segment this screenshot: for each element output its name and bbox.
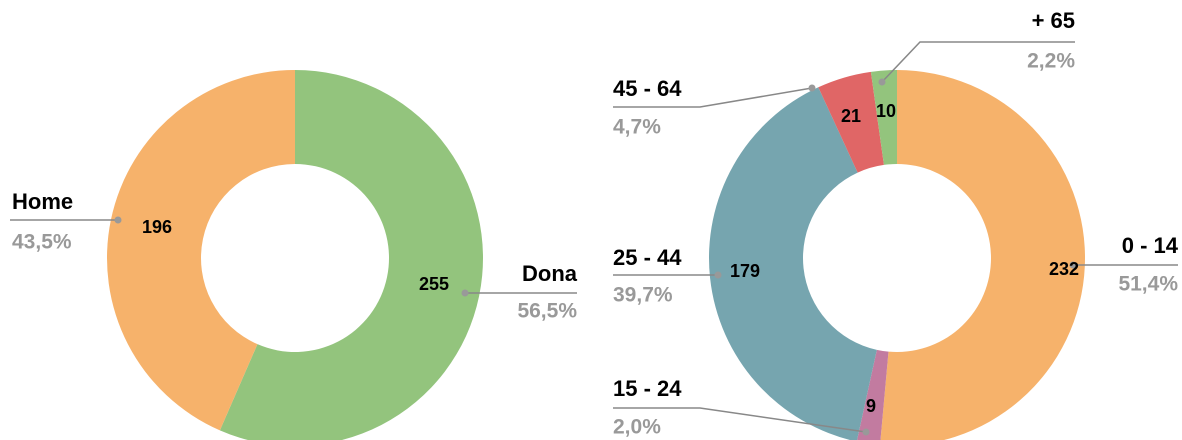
category-label: 45 - 64: [613, 76, 682, 101]
data-label: 232: [1049, 259, 1079, 279]
category-label: 25 - 44: [613, 245, 682, 270]
pie-slice: [818, 71, 884, 173]
percentage-label: 56,5%: [517, 300, 577, 323]
percentage-label: 4,7%: [613, 116, 661, 139]
data-label: 196: [142, 217, 172, 237]
percentage-label: 2,2%: [1027, 50, 1075, 73]
leader-dot: [878, 78, 886, 86]
pie-slice: [709, 87, 877, 440]
pie-slice: [880, 70, 1085, 440]
pie-slice: [219, 70, 483, 440]
leader-dot: [808, 84, 816, 92]
leader-line: [613, 87, 813, 108]
category-label: Dona: [522, 261, 578, 286]
leader-line: [881, 41, 1075, 83]
leader-dot: [862, 428, 870, 436]
percentage-label: 51,4%: [1118, 273, 1178, 296]
category-label: 0 - 14: [1122, 233, 1179, 258]
category-label: Home: [12, 189, 73, 214]
data-label: 179: [730, 261, 760, 281]
category-label: + 65: [1032, 8, 1075, 33]
percentage-label: 43,5%: [12, 231, 72, 254]
data-label: 21: [841, 106, 861, 126]
leader-line: [613, 407, 867, 433]
leader-dot: [1069, 261, 1077, 269]
percentage-label: 2,0%: [613, 416, 661, 439]
category-label: 15 - 24: [613, 376, 682, 401]
pie-slice: [107, 70, 295, 431]
data-label: 10: [876, 101, 896, 121]
pie-slice: [857, 349, 889, 440]
pie-slice: [870, 70, 897, 165]
leader-dot: [461, 289, 469, 297]
leader-dot: [114, 216, 122, 224]
percentage-label: 39,7%: [613, 284, 673, 307]
data-label: 9: [866, 396, 876, 416]
data-label: 255: [419, 274, 449, 294]
leader-dot: [714, 271, 722, 279]
